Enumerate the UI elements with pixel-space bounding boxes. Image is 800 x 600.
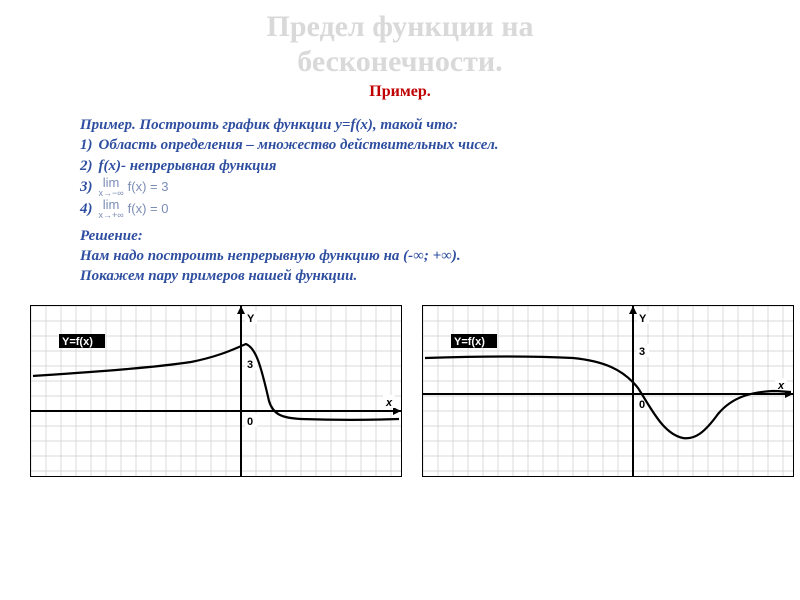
svg-text:3: 3 bbox=[247, 359, 253, 371]
body-text: Пример. Построить график функции y=f(x),… bbox=[20, 115, 780, 287]
item-2: 2) f(x)- непрерывная функция bbox=[80, 156, 720, 176]
item-1-label: 1) bbox=[80, 135, 93, 155]
svg-text:0: 0 bbox=[247, 416, 253, 428]
solution-label: Решение: bbox=[80, 226, 720, 246]
item-4-formula: lim x→+∞ f(x) = 0 bbox=[99, 198, 169, 220]
solution-line1: Нам надо построить непрерывную функцию н… bbox=[80, 246, 720, 266]
lim-word: lim bbox=[103, 176, 120, 189]
svg-text:0: 0 bbox=[639, 399, 645, 411]
slide: Предел функции на бесконечности. Пример.… bbox=[0, 0, 800, 600]
item-3-label: 3) bbox=[80, 177, 93, 197]
solution-line2: Покажем пару примеров нашей функции. bbox=[80, 266, 720, 286]
item-2-text: f(x)- непрерывная функция bbox=[99, 156, 277, 176]
intro-line: Пример. Построить график функции y=f(x),… bbox=[80, 115, 720, 135]
svg-text:x: x bbox=[385, 397, 393, 409]
charts-row: 3 0 Yx Y=f(x) 3 0 Yx Y=f(x) bbox=[20, 305, 780, 477]
slide-subtitle: Пример. bbox=[20, 83, 780, 101]
svg-text:Y=f(x): Y=f(x) bbox=[62, 336, 93, 348]
item-4: 4) lim x→+∞ f(x) = 0 bbox=[80, 198, 720, 220]
chart-2-svg: 30YxY=f(x) bbox=[423, 306, 793, 476]
lim-body-4: f(x) = 0 bbox=[128, 200, 169, 218]
lim-sub-4: x→+∞ bbox=[99, 211, 124, 220]
chart-2: 30YxY=f(x) bbox=[422, 305, 794, 477]
item-4-label: 4) bbox=[80, 199, 93, 219]
svg-text:3: 3 bbox=[639, 346, 645, 358]
item-3-formula: lim x→−∞ f(x) = 3 bbox=[99, 176, 169, 198]
title-line1: Предел функции на bbox=[267, 10, 534, 43]
svg-text:Y: Y bbox=[639, 313, 647, 325]
slide-title: Предел функции на бесконечности. bbox=[20, 10, 780, 79]
item-3: 3) lim x→−∞ f(x) = 3 bbox=[80, 176, 720, 198]
item-1-text: Область определения – множество действит… bbox=[99, 135, 499, 155]
chart-1-svg: 3 0 Yx Y=f(x) bbox=[31, 306, 401, 476]
lim-word-2: lim bbox=[103, 198, 120, 211]
title-line2: бесконечности. bbox=[297, 45, 502, 78]
svg-text:Y=f(x): Y=f(x) bbox=[454, 336, 485, 348]
svg-text:Y: Y bbox=[247, 313, 255, 325]
lim-body-3: f(x) = 3 bbox=[128, 178, 169, 196]
item-2-label: 2) bbox=[80, 156, 93, 176]
item-1: 1) Область определения – множество дейст… bbox=[80, 135, 720, 155]
chart-1: 3 0 Yx Y=f(x) bbox=[30, 305, 402, 477]
